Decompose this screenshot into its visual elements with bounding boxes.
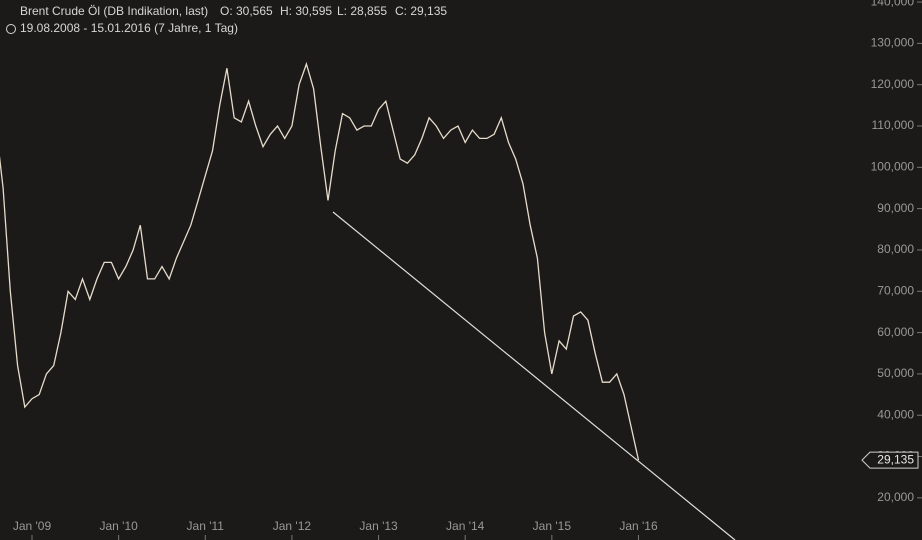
y-tick-label: 60,000 <box>877 325 914 339</box>
last-price-box <box>861 451 919 469</box>
price-line <box>0 61 640 461</box>
y-tick-label: 40,000 <box>877 407 914 421</box>
y-tick-label: 140,000 <box>871 0 915 8</box>
low: L: 28,855 <box>337 4 387 18</box>
trend-line <box>332 211 736 540</box>
x-tick-label: Jan '12 <box>273 519 312 533</box>
x-tick-label: Jan '14 <box>446 519 485 533</box>
y-tick-label: 120,000 <box>871 77 915 91</box>
x-tick-label: Jan '16 <box>619 519 658 533</box>
clock-icon <box>6 24 16 34</box>
y-tick-label: 20,000 <box>877 490 914 504</box>
y-tick-label: 80,000 <box>877 242 914 256</box>
date-range: 19.08.2008 - 15.01.2016 (7 Jahre, 1 Tag) <box>20 21 238 35</box>
y-tick-label: 70,000 <box>877 283 914 297</box>
x-tick-label: Jan '13 <box>359 519 398 533</box>
last-price-label: 29,135 <box>877 452 914 466</box>
open: O: 30,565 <box>220 4 273 18</box>
x-tick-label: Jan '10 <box>99 519 138 533</box>
high: H: 30,595 <box>280 4 332 18</box>
x-tick-label: Jan '09 <box>13 519 52 533</box>
y-tick-label: 110,000 <box>872 118 915 132</box>
y-tick-label: 100,000 <box>871 160 915 174</box>
close: C: 29,135 <box>395 4 447 18</box>
y-tick-label: 130,000 <box>871 36 915 50</box>
x-tick-label: Jan '11 <box>187 519 225 533</box>
y-tick-label: 50,000 <box>877 366 914 380</box>
title: Brent Crude Öl (DB Indikation, last) <box>20 4 208 18</box>
y-tick-label: 90,000 <box>877 201 914 215</box>
x-tick-label: Jan '15 <box>533 519 572 533</box>
